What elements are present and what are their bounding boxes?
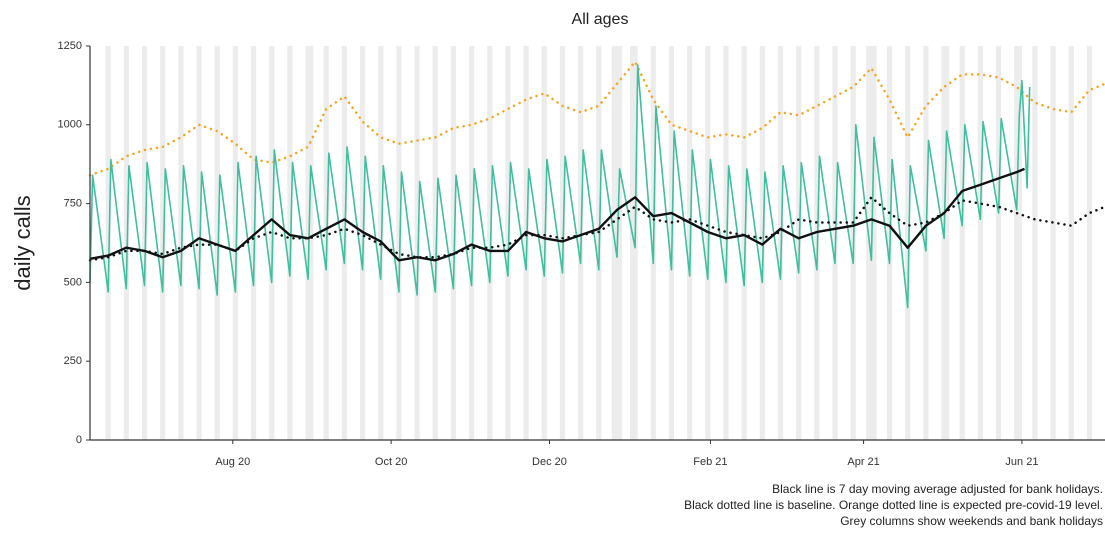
- weekend-column: [977, 46, 983, 440]
- note: Black line is 7 day moving average adjus…: [772, 482, 1103, 496]
- y-tick-label: 500: [64, 276, 82, 288]
- x-tick-label: Jun 21: [1005, 456, 1038, 468]
- weekend-column: [1050, 46, 1056, 440]
- weekend-column: [196, 46, 202, 440]
- weekend-column: [105, 46, 111, 440]
- y-tick-label: 1250: [58, 40, 82, 52]
- weekend-column: [777, 46, 784, 440]
- y-tick-label: 0: [76, 434, 82, 446]
- weekend-column: [469, 46, 475, 440]
- weekend-column: [214, 46, 220, 440]
- weekend-column: [723, 46, 729, 440]
- bank-holiday-column: [1019, 46, 1022, 440]
- x-tick-label: Apr 21: [847, 456, 879, 468]
- x-tick-label: Oct 20: [375, 456, 407, 468]
- weekend-column: [487, 46, 493, 440]
- weekend-column: [1086, 46, 1093, 440]
- weekend-column: [450, 46, 457, 440]
- bank-holiday-column: [946, 46, 950, 440]
- weekend-column: [414, 46, 420, 440]
- weekend-column: [1014, 46, 1020, 440]
- weekend-column: [141, 46, 148, 440]
- weekend-column: [959, 46, 965, 440]
- y-tick-label: 750: [64, 198, 82, 210]
- weekend-column: [396, 46, 402, 440]
- bank-holiday-column: [611, 46, 615, 440]
- weekend-column: [432, 46, 438, 440]
- y-tick-label: 1000: [58, 119, 82, 131]
- weekend-column: [178, 46, 184, 440]
- weekend-column: [232, 46, 238, 440]
- x-tick-label: Aug 20: [215, 456, 250, 468]
- weekend-column: [1032, 46, 1038, 440]
- line: [89, 64, 1031, 309]
- bank-holiday-column: [629, 46, 633, 440]
- weekend-column: [741, 46, 747, 440]
- weekend-column: [305, 46, 311, 440]
- weekend-column: [941, 46, 947, 440]
- x-tick-label: Feb 21: [693, 456, 727, 468]
- bank-holiday-column: [619, 46, 623, 440]
- chart-title: All ages: [572, 11, 629, 28]
- y-tick-label: 250: [64, 355, 82, 367]
- weekend-column: [123, 46, 129, 440]
- note: Black dotted line is baseline. Orange do…: [684, 498, 1103, 512]
- x-tick-label: Dec 20: [532, 456, 567, 468]
- weekend-column: [250, 46, 257, 440]
- bank-holiday-column: [310, 46, 314, 440]
- weekend-column: [1068, 46, 1074, 440]
- y-axis-label: daily calls: [10, 195, 35, 290]
- weekend-column: [905, 46, 911, 440]
- bank-holiday-column: [873, 46, 877, 440]
- bank-holiday-column: [866, 46, 869, 440]
- weekend-column: [995, 46, 1002, 440]
- line: [89, 167, 1025, 262]
- weekend-column: [160, 46, 166, 440]
- note: Grey columns show weekends and bank holi…: [840, 514, 1103, 528]
